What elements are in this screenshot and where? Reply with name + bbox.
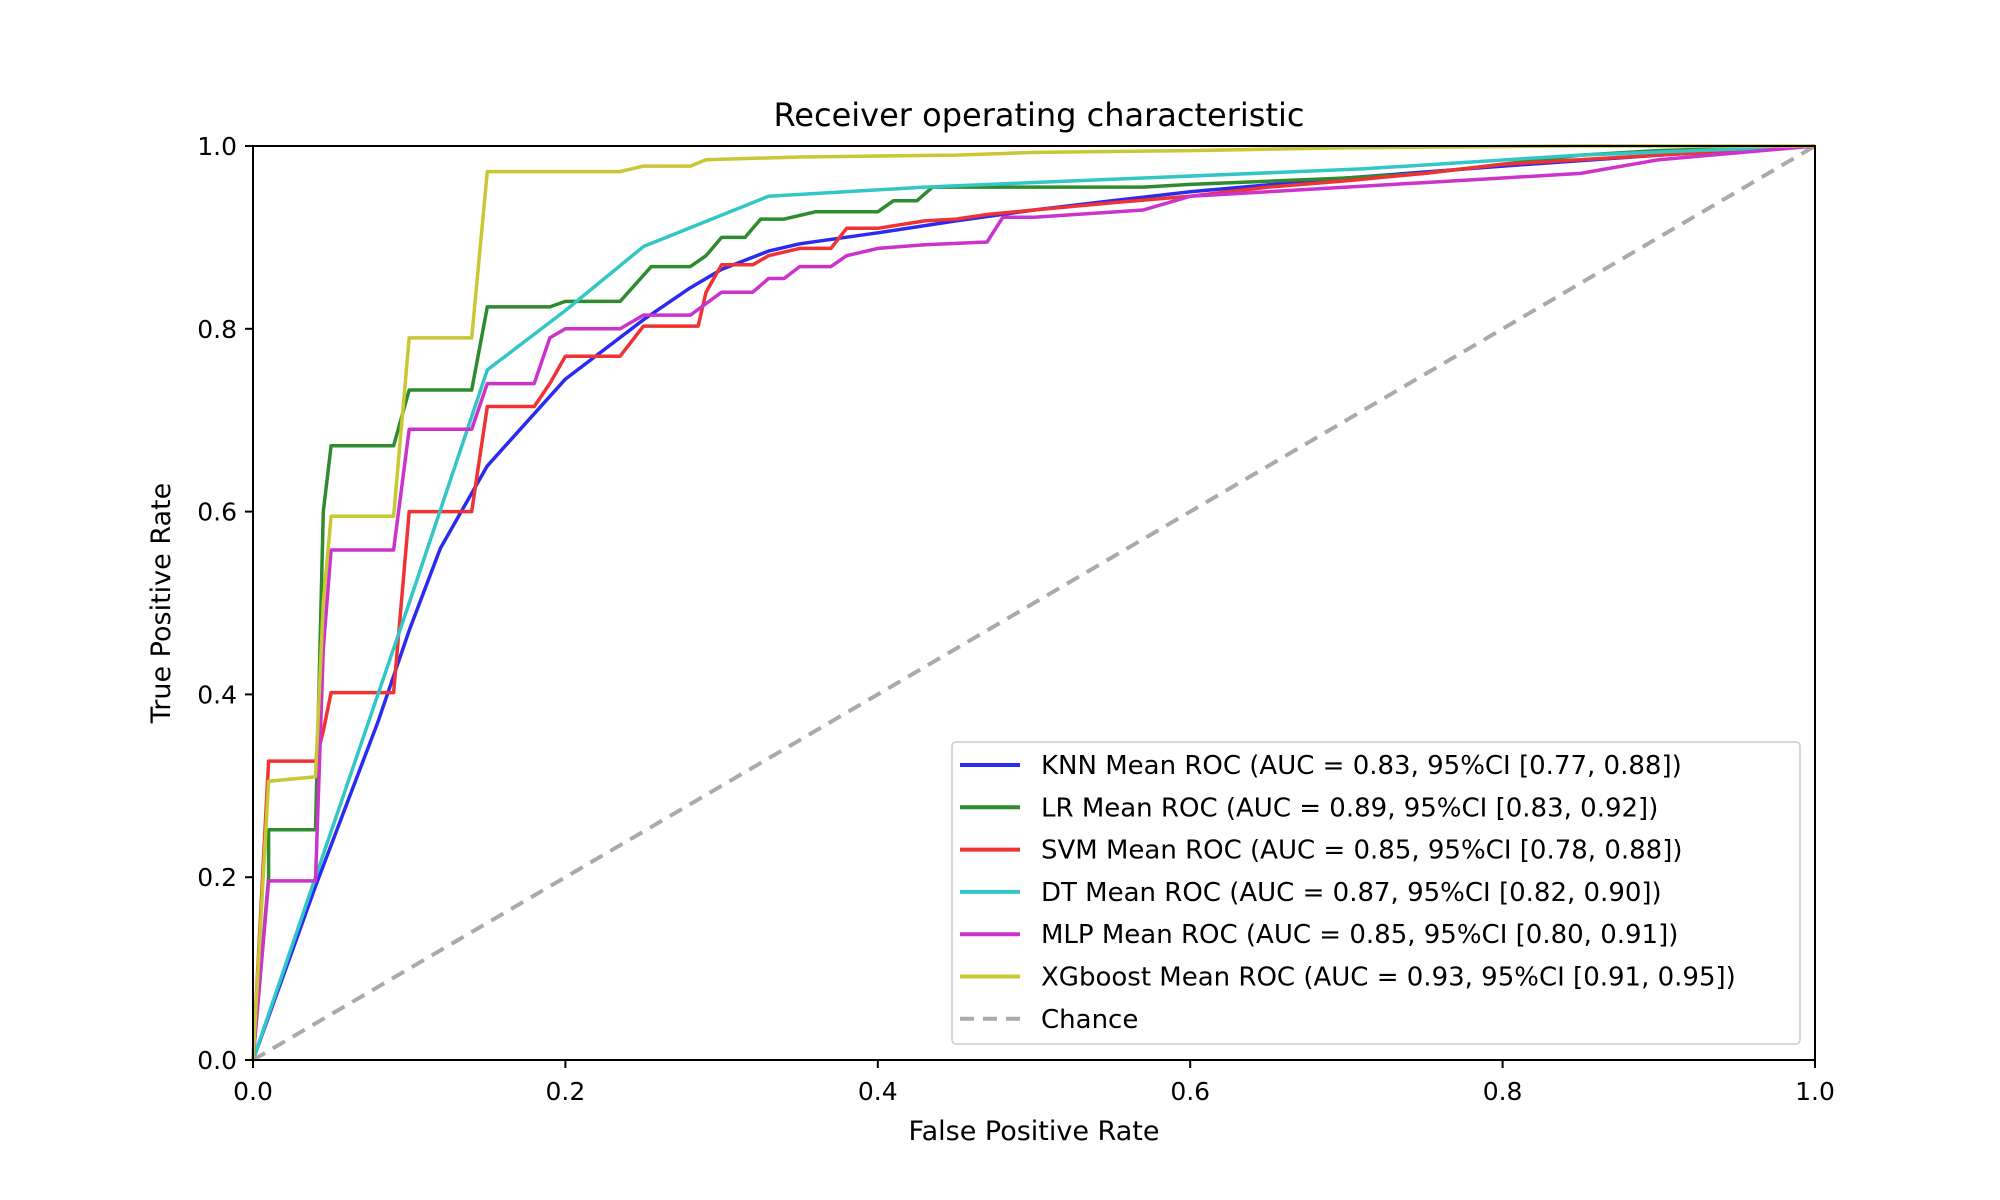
legend-box	[951, 741, 1801, 1045]
legend: KNN Mean ROC (AUC = 0.83, 95%CI [0.77, 0…	[951, 741, 1801, 1045]
x-axis-label: False Positive Rate	[909, 1116, 1160, 1147]
x-tick-label: 0.8	[1483, 1077, 1523, 1106]
y-tick-label: 0.2	[197, 863, 237, 892]
y-tick-label: 0.4	[197, 680, 237, 709]
ticks-layer: 0.0 0.2 0.4 0.6 0.8 1.0 0.0 0.2 0.4 0.6 0.8 1.0	[197, 132, 1835, 1106]
x-tick-label: 0.4	[858, 1077, 898, 1106]
y-tick-label: 0.6	[197, 498, 237, 527]
x-tick-label: 0.0	[233, 1077, 273, 1106]
x-tick-label: 1.0	[1795, 1077, 1835, 1106]
y-tick-label: 0.0	[197, 1046, 237, 1075]
y-tick-label: 1.0	[197, 132, 237, 161]
x-tick-label: 0.2	[546, 1077, 586, 1106]
legend-label-chance: Chance	[1041, 1005, 1138, 1035]
x-tick-label: 0.6	[1170, 1077, 1210, 1106]
plot-frame	[252, 145, 1816, 1061]
legend-label-lr: LR Mean ROC (AUC = 0.89, 95%CI [0.83, 0.…	[1041, 793, 1658, 823]
series-line-lr	[251, 144, 1816, 1061]
y-axis-label: True Positive Rate	[146, 483, 177, 725]
legend-label-svm: SVM Mean ROC (AUC = 0.85, 95%CI [0.78, 0…	[1041, 836, 1683, 866]
series-line-chance	[251, 144, 1817, 1062]
series-line-xgboost	[251, 144, 1815, 1061]
legend-label-xgboost: XGboost Mean ROC (AUC = 0.93, 95%CI [0.9…	[1041, 963, 1736, 993]
legend-label-knn: KNN Mean ROC (AUC = 0.83, 95%CI [0.77, 0…	[1041, 751, 1682, 781]
legend-label-dt: DT Mean ROC (AUC = 0.87, 95%CI [0.82, 0.…	[1041, 878, 1662, 908]
legend-label-mlp: MLP Mean ROC (AUC = 0.85, 95%CI [0.80, 0…	[1041, 920, 1678, 950]
chart-title: Receiver operating characteristic	[774, 96, 1305, 134]
series-line-dt	[251, 144, 1816, 1061]
series-line-mlp	[251, 144, 1816, 1061]
series-layer	[251, 144, 1817, 1062]
y-tick-label: 0.8	[197, 315, 237, 344]
